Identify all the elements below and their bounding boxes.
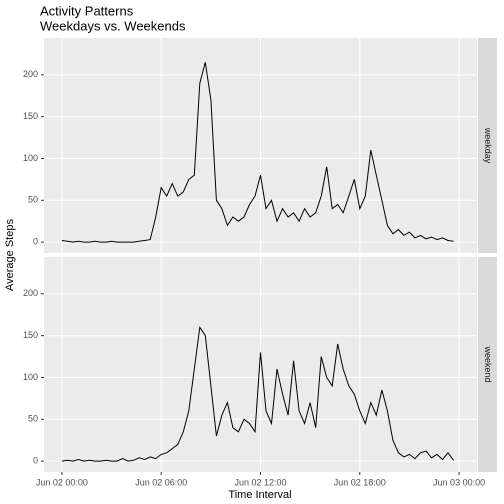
chart-subtitle: Weekdays vs. Weekends xyxy=(40,18,186,33)
y-tick-label: 0 xyxy=(33,455,38,465)
x-tick-label: Jun 02 12:00 xyxy=(234,477,286,487)
strip-background xyxy=(478,257,497,472)
x-tick-label: Jun 02 00:00 xyxy=(36,477,88,487)
y-tick-label: 200 xyxy=(23,69,38,79)
y-tick-label: 150 xyxy=(23,111,38,121)
strip-label: weekday xyxy=(483,127,493,164)
series-line xyxy=(61,325,455,462)
strip-label: weekend xyxy=(483,345,493,382)
chart-title: Activity Patterns xyxy=(40,3,134,18)
strip-background xyxy=(478,38,497,253)
x-tick-label: Jun 02 18:00 xyxy=(334,477,386,487)
x-tick-label: Jun 02 06:00 xyxy=(135,477,187,487)
x-axis-label: Time Interval xyxy=(228,489,291,501)
x-tick-label: Jun 03 00:00 xyxy=(433,477,485,487)
y-axis-label: Average Steps xyxy=(4,219,16,291)
y-tick-label: 50 xyxy=(28,414,38,424)
series-line xyxy=(61,62,454,243)
y-tick-label: 50 xyxy=(28,195,38,205)
y-tick-label: 200 xyxy=(23,288,38,298)
y-tick-label: 0 xyxy=(33,236,38,246)
y-tick-label: 150 xyxy=(23,330,38,340)
y-tick-label: 100 xyxy=(23,372,38,382)
y-tick-label: 100 xyxy=(23,153,38,163)
